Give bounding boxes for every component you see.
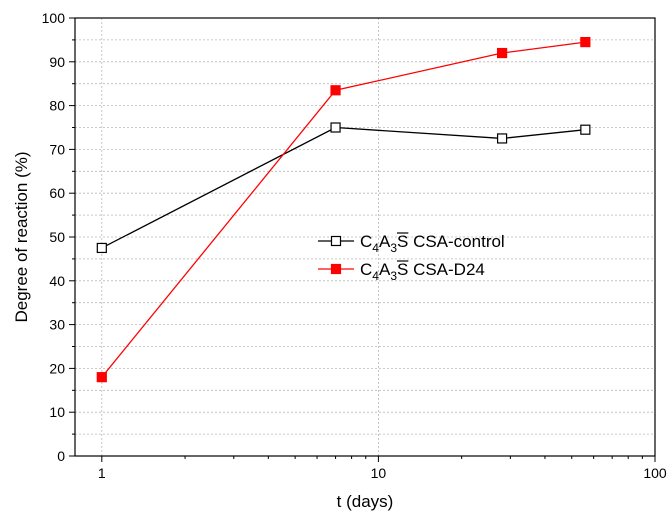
legend-label-1: C4A3S CSA-D24 [360, 260, 485, 283]
series-line-1 [101, 41, 586, 378]
legend-marker [330, 235, 342, 247]
legend-marker [330, 263, 342, 275]
y-tick-label: 80 [49, 98, 65, 114]
x-tick-label: 100 [643, 465, 667, 481]
x-axis-title: t (days) [337, 492, 394, 511]
x-tick-label: 1 [98, 465, 106, 481]
y-tick-label: 0 [57, 448, 65, 464]
y-tick-label: 70 [49, 141, 65, 157]
legend: C4A3S CSA-control C4A3S CSA-D24 [318, 232, 505, 283]
y-tick-label: 50 [49, 229, 65, 245]
data-point [580, 36, 591, 48]
y-tick-label: 20 [49, 360, 65, 376]
data-point [96, 372, 107, 383]
data-point [496, 133, 508, 144]
data-point [496, 47, 508, 59]
data-point [96, 242, 107, 254]
legend-label-0: C4A3S CSA-control [360, 232, 505, 255]
series-line-0 [101, 126, 586, 249]
y-tick-label: 60 [49, 185, 65, 201]
y-tick-label: 10 [49, 404, 65, 420]
data-point [580, 124, 591, 135]
data-point [330, 122, 341, 133]
x-tick-label: 10 [371, 465, 387, 481]
y-tick-label: 100 [42, 10, 66, 26]
y-tick-label: 30 [49, 317, 65, 333]
y-tick-label: 90 [49, 54, 65, 70]
y-axis-title: Degree of reaction (%) [12, 151, 31, 322]
y-tick-label: 40 [49, 273, 65, 289]
data-point [330, 85, 341, 96]
series-layer [96, 36, 591, 383]
